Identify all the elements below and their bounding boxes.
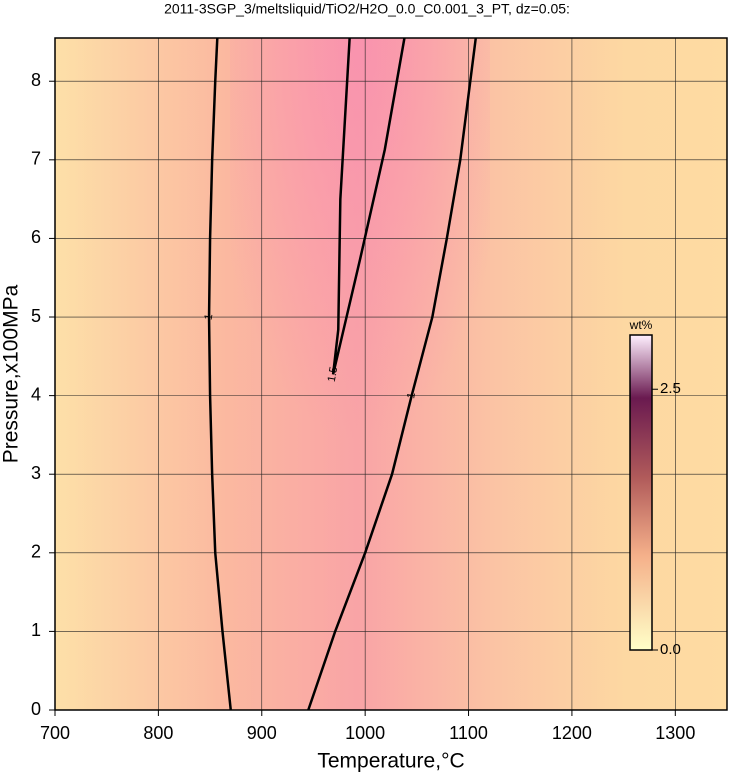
contour-line <box>207 37 232 711</box>
y-tick-label: 0 <box>31 699 41 719</box>
y-tick-label: 8 <box>31 70 41 90</box>
x-tick-label: 700 <box>40 723 70 743</box>
y-tick-label: 5 <box>31 306 41 326</box>
x-tick-label: 800 <box>143 723 173 743</box>
y-tick-label: 2 <box>31 542 41 562</box>
contour-label: 1 <box>203 313 216 321</box>
plot-frame <box>54 37 728 711</box>
contour-line <box>331 37 406 375</box>
y-tick-label: 6 <box>31 227 41 247</box>
field-hot <box>230 38 490 710</box>
colorbar-label: wt% <box>629 318 653 332</box>
y-tick-label: 7 <box>31 149 41 169</box>
x-tick-label: 1100 <box>449 723 488 743</box>
x-tick-label: 1300 <box>655 723 695 743</box>
colorbar-tick-label: 2.5 <box>660 380 681 397</box>
x-axis-label: Temperature,°C <box>317 750 464 773</box>
colorbar-tick-label: 0.0 <box>660 641 681 658</box>
x-tick-label: 1000 <box>345 723 385 743</box>
colorbar <box>629 334 653 651</box>
contour-line <box>307 37 478 711</box>
y-tick-label: 1 <box>31 620 41 640</box>
y-tick-label: 4 <box>31 384 41 404</box>
chart-title: 2011-3SGP_3/meltsliquid/TiO2/H2O_0.0_C0.… <box>164 1 570 17</box>
contour-label: 1.5 <box>326 366 340 383</box>
y-tick-label: 3 <box>31 463 41 483</box>
x-tick-label: 900 <box>247 723 277 743</box>
x-tick-label: 1200 <box>552 723 592 743</box>
contour-label: 1 <box>405 392 418 400</box>
y-axis-label: Pressure,x100MPa <box>0 284 23 463</box>
